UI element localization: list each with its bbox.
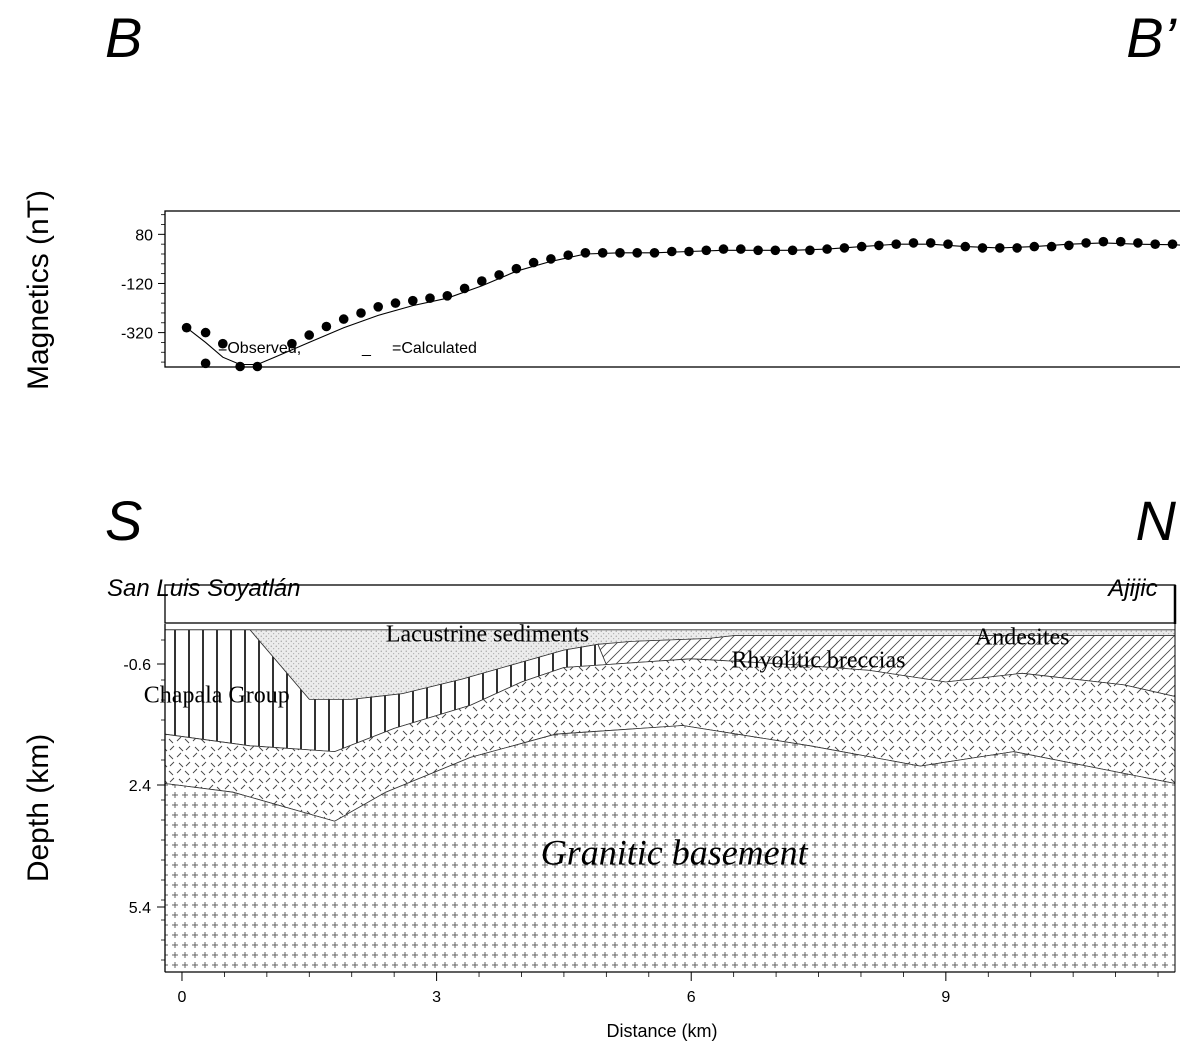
locality-label: Ajijic — [1106, 575, 1157, 602]
unit-label-chapala-group: Chapala Group — [144, 682, 290, 708]
observed-point — [925, 238, 936, 248]
observed-point — [597, 248, 608, 258]
depth-y-tick-label: -0.6 — [123, 657, 151, 674]
topography-strip — [164, 584, 1176, 624]
observed-point — [459, 283, 470, 294]
observed-point — [753, 245, 763, 256]
observed-point — [235, 361, 245, 372]
magnetics-profile-panel: 80 -120 -320 Magnetics (nT) =Observed, _ =… — [22, 190, 1180, 390]
observed-point — [1012, 243, 1022, 253]
observed-point — [511, 263, 522, 274]
observed-point — [908, 238, 919, 248]
observed-point — [356, 308, 366, 318]
distance-x-tick-label: 6 — [687, 989, 696, 1006]
observed-point — [1029, 241, 1040, 252]
observed-point — [667, 246, 677, 257]
observed-point — [770, 245, 781, 256]
magnetics-plot-frame — [164, 210, 1180, 368]
section-label-south: S — [105, 489, 142, 552]
observed-point — [200, 358, 211, 369]
observed-point — [338, 314, 349, 324]
observed-point — [1115, 236, 1126, 247]
legend-calculated-marker: _ — [361, 340, 372, 357]
magnetics-y-axis-title: Magnetics (nT) — [22, 190, 55, 390]
observed-point — [528, 257, 539, 268]
observed-point — [580, 248, 591, 258]
distance-x-tick-label: 0 — [178, 989, 187, 1006]
observed-point — [181, 322, 192, 333]
magnetics-y-tick-label: -120 — [121, 276, 153, 293]
observed-point — [200, 327, 211, 338]
observed-point — [546, 254, 556, 264]
distance-x-tick-label: 9 — [941, 989, 950, 1006]
magnetics-y-axis: 80 -120 -320 — [121, 214, 165, 363]
observed-point — [1046, 241, 1057, 252]
depth-y-tick-label: 5.4 — [129, 900, 151, 917]
observed-point — [960, 241, 971, 252]
observed-point — [287, 338, 297, 349]
observed-point — [632, 248, 642, 258]
observed-point — [891, 239, 901, 249]
observed-point — [1064, 240, 1074, 251]
calculated-curve — [186, 242, 1180, 366]
observed-point — [425, 293, 435, 304]
observed-point — [943, 239, 953, 249]
observed-point — [442, 291, 453, 301]
observed-point — [373, 302, 384, 312]
observed-point — [304, 330, 315, 340]
observed-point — [701, 245, 712, 256]
section-label-end: B’ — [1126, 6, 1177, 69]
observed-point — [856, 241, 867, 252]
observed-point — [615, 248, 625, 258]
depth-y-tick-label: 2.4 — [129, 778, 151, 795]
unit-label-rhyolitic-breccias: Rhyolitic breccias — [732, 648, 906, 674]
observed-point — [736, 244, 746, 254]
observed-point — [649, 248, 660, 258]
observed-point — [321, 321, 332, 332]
observed-point — [408, 295, 418, 306]
observed-point — [1133, 238, 1143, 248]
observed-point — [563, 250, 573, 260]
magnetics-y-tick-label: 80 — [135, 227, 153, 244]
observed-point — [494, 270, 504, 280]
observed-point — [995, 243, 1005, 253]
depth-y-axis-title: Depth (km) — [22, 734, 55, 882]
observed-point — [1081, 238, 1091, 248]
section-label-north: N — [1136, 489, 1177, 552]
locality-label: San Luis Soyatlán — [107, 575, 300, 602]
observed-point — [805, 245, 815, 256]
observed-point — [1150, 239, 1160, 249]
observed-point — [839, 243, 850, 253]
unit-label-andesites: Andesites — [975, 624, 1070, 650]
observed-point — [390, 298, 401, 308]
observed-point — [218, 338, 228, 349]
distance-x-tick-label: 3 — [432, 989, 441, 1006]
observed-point — [252, 361, 263, 372]
unit-label-granitic-basement: Granitic basement — [541, 833, 809, 873]
observed-point — [787, 245, 798, 256]
observed-point — [977, 243, 988, 253]
observed-point — [1098, 236, 1109, 247]
section-label-start: B — [105, 6, 142, 69]
observed-point — [477, 276, 487, 286]
observed-point — [718, 244, 729, 254]
observed-point — [874, 240, 884, 251]
geologic-cross-section-panel: -0.6 2.4 5.4 0 3 6 9 Lacustrine sediments Andes… — [22, 575, 1177, 1041]
legend-calculated-label: =Calculated — [392, 340, 477, 357]
unit-label-lacustrine-sediments: Lacustrine sediments — [386, 621, 589, 647]
observed-point — [822, 244, 832, 254]
magnetics-y-tick-label: -320 — [121, 326, 153, 343]
legend-observed-label: =Observed, — [218, 340, 301, 357]
observed-point — [1167, 239, 1178, 249]
observed-points — [181, 236, 1178, 372]
distance-x-axis-title: Distance (km) — [606, 1021, 717, 1041]
observed-point — [684, 246, 694, 257]
